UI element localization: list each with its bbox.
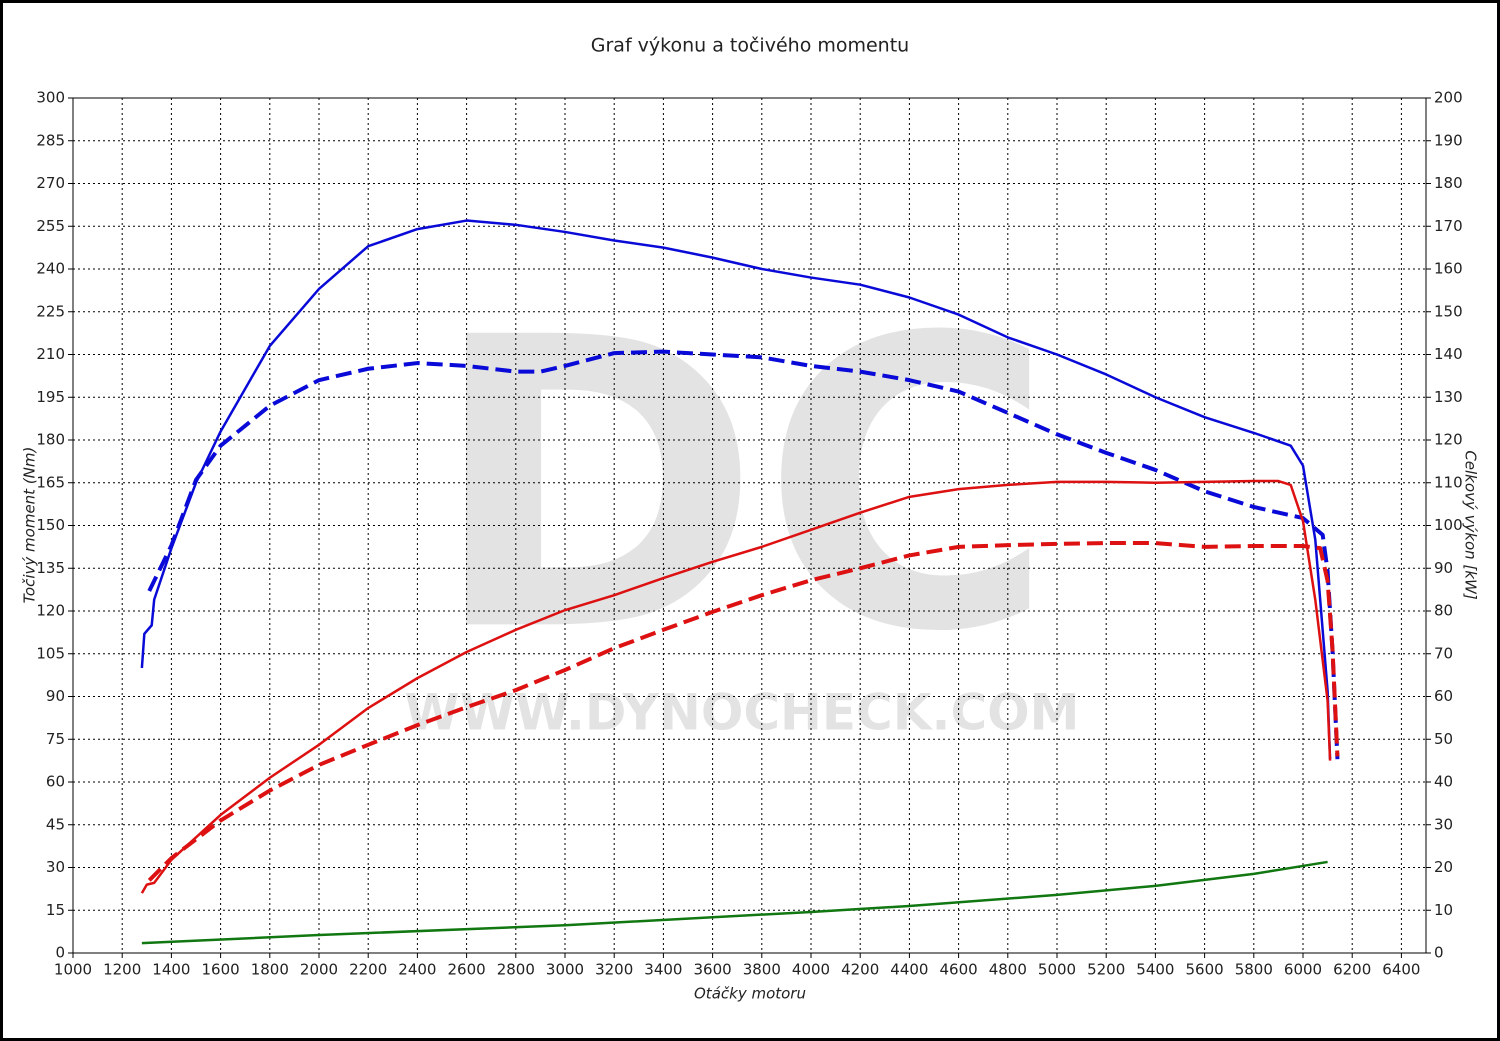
y-tick-label: 255 xyxy=(36,217,65,235)
y-tick-label: 270 xyxy=(36,174,65,192)
chart-title: Graf výkonu a točivého momentu xyxy=(591,35,909,57)
series-line xyxy=(147,349,1340,760)
x-tick-label: 4200 xyxy=(841,961,879,979)
x-tick-label: 5600 xyxy=(1186,961,1224,979)
y-tick-label: 150 xyxy=(36,516,65,534)
x-tick-label: 2600 xyxy=(448,961,486,979)
y2-tick-label: 160 xyxy=(1434,260,1463,278)
y2-tick-label: 90 xyxy=(1434,559,1453,577)
x-tick-label: 3000 xyxy=(546,961,584,979)
y-tick-label: 120 xyxy=(36,602,65,620)
y-axis-label: Točivý moment (Nm) xyxy=(21,447,39,604)
y-tick-label: 15 xyxy=(46,901,65,919)
x-tick-label: 4800 xyxy=(989,961,1027,979)
series-line xyxy=(147,541,1340,882)
x-tick-label: 4000 xyxy=(792,961,830,979)
series-line xyxy=(140,219,1332,760)
x-tick-label: 3600 xyxy=(694,961,732,979)
x-tick-label: 3400 xyxy=(644,961,682,979)
x-tick-label: 5800 xyxy=(1235,961,1273,979)
y2-tick-label: 190 xyxy=(1434,131,1463,149)
watermark: DC xyxy=(429,254,1055,719)
y2-tick-label: 120 xyxy=(1434,431,1463,449)
y-tick-label: 0 xyxy=(55,944,65,962)
x-tick-label: 1800 xyxy=(251,961,289,979)
y-tick-label: 105 xyxy=(36,644,65,662)
y-tick-label: 75 xyxy=(46,730,65,748)
y-tick-label: 45 xyxy=(46,815,65,833)
x-tick-label: 5000 xyxy=(1038,961,1076,979)
y-tick-label: 30 xyxy=(46,858,65,876)
x-tick-label: 1200 xyxy=(103,961,141,979)
y-tick-label: 180 xyxy=(36,431,65,449)
y2-tick-label: 170 xyxy=(1434,217,1463,235)
y2-tick-label: 10 xyxy=(1434,901,1453,919)
y2-tick-label: 70 xyxy=(1434,644,1453,662)
x-tick-label: 1000 xyxy=(54,961,92,979)
y2-tick-label: 130 xyxy=(1434,388,1463,406)
x-tick-label: 6000 xyxy=(1284,961,1322,979)
x-tick-label: 6400 xyxy=(1382,961,1420,979)
x-axis-label: Otáčky motoru xyxy=(694,985,806,1003)
y-tick-label: 240 xyxy=(36,260,65,278)
x-tick-label: 4400 xyxy=(890,961,928,979)
y2-axis-label: Celkový výkon [kW] xyxy=(1462,450,1480,600)
y2-tick-label: 40 xyxy=(1434,773,1453,791)
y2-tick-label: 20 xyxy=(1434,858,1453,876)
y2-tick-label: 0 xyxy=(1434,944,1444,962)
y-tick-label: 210 xyxy=(36,345,65,363)
y-tick-label: 285 xyxy=(36,131,65,149)
y2-tick-label: 80 xyxy=(1434,602,1453,620)
y-tick-label: 90 xyxy=(46,687,65,705)
x-tick-label: 6200 xyxy=(1333,961,1371,979)
x-tick-label: 5400 xyxy=(1136,961,1174,979)
watermark-group: DC WWW.DYNOCHECK.COM xyxy=(405,254,1080,741)
x-tick-label: 5200 xyxy=(1087,961,1125,979)
series-line xyxy=(140,479,1332,894)
y2-tick-label: 110 xyxy=(1434,473,1463,491)
y2-tick-label: 140 xyxy=(1434,345,1463,363)
watermark-url: WWW.DYNOCHECK.COM xyxy=(405,684,1080,742)
x-tick-label: 2000 xyxy=(300,961,338,979)
x-tick-label: 3200 xyxy=(595,961,633,979)
y2-tick-label: 200 xyxy=(1434,89,1463,107)
y2-tick-label: 60 xyxy=(1434,687,1453,705)
y2-tick-label: 150 xyxy=(1434,302,1463,320)
y-tick-label: 225 xyxy=(36,302,65,320)
x-tick-label: 2400 xyxy=(398,961,436,979)
y-tick-label: 60 xyxy=(46,773,65,791)
y2-tick-label: 30 xyxy=(1434,815,1453,833)
x-tick-label: 2200 xyxy=(349,961,387,979)
y2-tick-label: 180 xyxy=(1434,174,1463,192)
x-tick-label: 1400 xyxy=(152,961,190,979)
series-line xyxy=(141,860,1328,945)
y-tick-label: 195 xyxy=(36,388,65,406)
x-tick-label: 3800 xyxy=(743,961,781,979)
y-tick-label: 165 xyxy=(36,473,65,491)
y2-tick-label: 50 xyxy=(1434,730,1453,748)
x-tick-label: 2800 xyxy=(497,961,535,979)
y-tick-label: 300 xyxy=(36,89,65,107)
y2-tick-label: 100 xyxy=(1434,516,1463,534)
x-tick-label: 1600 xyxy=(202,961,240,979)
plot-frame xyxy=(72,97,1427,954)
y-tick-label: 135 xyxy=(36,559,65,577)
x-tick-label: 4600 xyxy=(940,961,978,979)
